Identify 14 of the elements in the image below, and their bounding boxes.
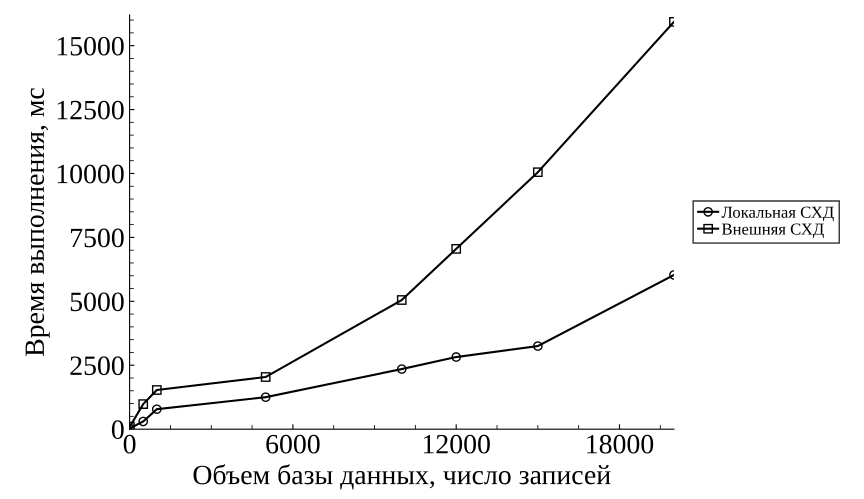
y-axis-title: Время выполнения, мс: [26, 88, 50, 356]
x-tick-label: 12000: [424, 434, 490, 454]
y-tick-label: 5000: [70, 292, 124, 312]
y-tick-label: 0: [112, 420, 124, 440]
y-tick-label: 12500: [58, 100, 124, 120]
x-axis-title: Объем базы данных, число записей: [194, 464, 610, 490]
x-tick-label: 18000: [587, 434, 654, 454]
legend-label: Внешняя СХД: [722, 224, 824, 238]
legend-label: Локальная СХД: [722, 206, 834, 222]
x-tick-label: 6000: [266, 434, 320, 454]
y-tick-label: 7500: [71, 228, 124, 248]
y-tick-label: 10000: [58, 164, 124, 184]
y-tick-label: 15000: [58, 36, 124, 56]
y-tick-label: 2500: [70, 356, 124, 376]
